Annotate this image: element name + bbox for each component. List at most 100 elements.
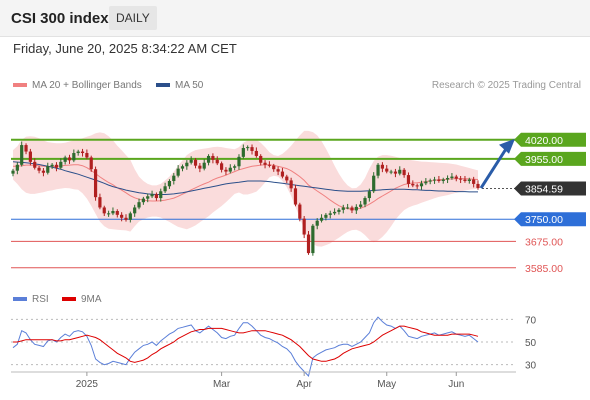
candle-body — [237, 156, 241, 167]
candle-body — [354, 206, 358, 211]
candle-body — [419, 183, 424, 187]
candle-body — [219, 163, 224, 170]
candle-body — [328, 213, 332, 215]
candle-body — [319, 217, 324, 221]
candle-body — [28, 151, 32, 162]
legend-swatch-rsi — [13, 297, 27, 302]
timeframe-button[interactable]: DAILY — [109, 6, 157, 30]
candle-body — [206, 155, 211, 163]
time-tick-label-Mar: Mar — [213, 379, 231, 390]
candle-body — [350, 207, 354, 211]
candle-body — [102, 207, 106, 214]
candle-body — [315, 220, 319, 226]
candle-body — [93, 169, 98, 198]
candle-body — [124, 217, 128, 220]
candle-body — [376, 164, 380, 176]
candle-body — [193, 159, 198, 166]
candle-body — [406, 175, 411, 184]
candle-body — [111, 211, 115, 214]
candle-body — [141, 198, 145, 203]
rsi-tick-70: 70 — [525, 315, 537, 326]
candle-body — [180, 166, 185, 169]
rsi-tick-30: 30 — [525, 361, 537, 372]
level-label-3750.00: 3750.00 — [525, 214, 563, 226]
level-tag-4020.00 — [514, 132, 586, 147]
candle-body — [54, 164, 59, 168]
candle-body — [185, 162, 189, 167]
candle-body — [359, 204, 363, 207]
candle-body — [146, 196, 150, 199]
legend-label-ma50: MA 50 — [175, 80, 204, 91]
candle-body — [250, 147, 254, 151]
candle-body — [115, 211, 119, 215]
legend-item-ma20: MA 20 + Bollinger Bands — [13, 80, 142, 91]
candle-body — [59, 161, 63, 168]
candle-body — [159, 191, 163, 199]
candle-body — [254, 150, 258, 156]
candle-body — [150, 194, 154, 197]
candle-body — [263, 162, 267, 165]
candles — [11, 141, 480, 256]
time-tick-label-2025: 2025 — [76, 379, 99, 390]
candle-body — [133, 207, 137, 214]
candle-body — [202, 162, 206, 169]
candle-body — [393, 171, 398, 174]
candle-body — [67, 157, 72, 161]
candle-body — [98, 197, 102, 208]
bollinger-bands — [13, 130, 478, 247]
candle-body — [137, 202, 141, 208]
legend-item-ma50: MA 50 — [156, 80, 203, 91]
time-tick-label-May: May — [377, 379, 396, 390]
candle-body — [332, 211, 337, 214]
candle-body — [472, 179, 476, 184]
moving-averages — [12, 161, 479, 210]
candle-body — [311, 225, 315, 254]
level-label-4020.00: 4020.00 — [525, 135, 563, 147]
candle-body — [163, 186, 167, 192]
candle-body — [128, 213, 132, 220]
candle-body — [272, 165, 276, 170]
candle-body — [380, 164, 384, 169]
candle-body — [215, 159, 219, 164]
candle-body — [24, 145, 28, 152]
legend-label-ma20: MA 20 + Bollinger Bands — [32, 80, 142, 91]
candle-body — [459, 178, 463, 180]
candle-body — [437, 179, 441, 181]
candle-body — [233, 166, 237, 168]
candle-body — [302, 218, 306, 235]
candle-body — [11, 170, 15, 174]
candle-body — [367, 191, 371, 199]
candle-body — [298, 204, 302, 219]
time-axis: 2025 Mar Apr May Jun — [11, 371, 516, 390]
legend-item-rsi: RSI — [13, 294, 49, 305]
forecast-arrow-head — [499, 138, 515, 154]
legend-item-9ma: 9MA — [62, 294, 102, 305]
level-tag-3955.00 — [514, 151, 586, 166]
candle-body — [41, 170, 46, 173]
candle-body — [37, 167, 41, 171]
bollinger-band-area — [13, 130, 478, 247]
level-tag-3854.59 — [514, 181, 586, 196]
candle-body — [189, 159, 193, 163]
rsi-9ma-line — [13, 325, 479, 363]
forecast-arrow — [479, 138, 515, 189]
candle-body — [450, 176, 454, 179]
level-label-3854.59: 3854.59 — [525, 183, 563, 195]
timestamp: Friday, June 20, 2025 8:34:22 AM CET — [13, 41, 237, 56]
legend-swatch-ma20 — [13, 83, 27, 88]
candle-body — [276, 169, 280, 172]
candle-body — [46, 166, 50, 173]
candle-body — [154, 194, 159, 199]
candle-body — [424, 181, 428, 184]
candle-body — [76, 151, 80, 154]
candle-body — [293, 188, 298, 205]
candle-body — [363, 198, 367, 205]
legend-label-9ma: 9MA — [81, 294, 102, 305]
candle-body — [198, 165, 202, 169]
candle-body — [402, 169, 406, 176]
candle-body — [428, 180, 432, 182]
candle-body — [337, 209, 341, 212]
candle-body — [463, 179, 467, 181]
candle-body — [454, 176, 458, 179]
